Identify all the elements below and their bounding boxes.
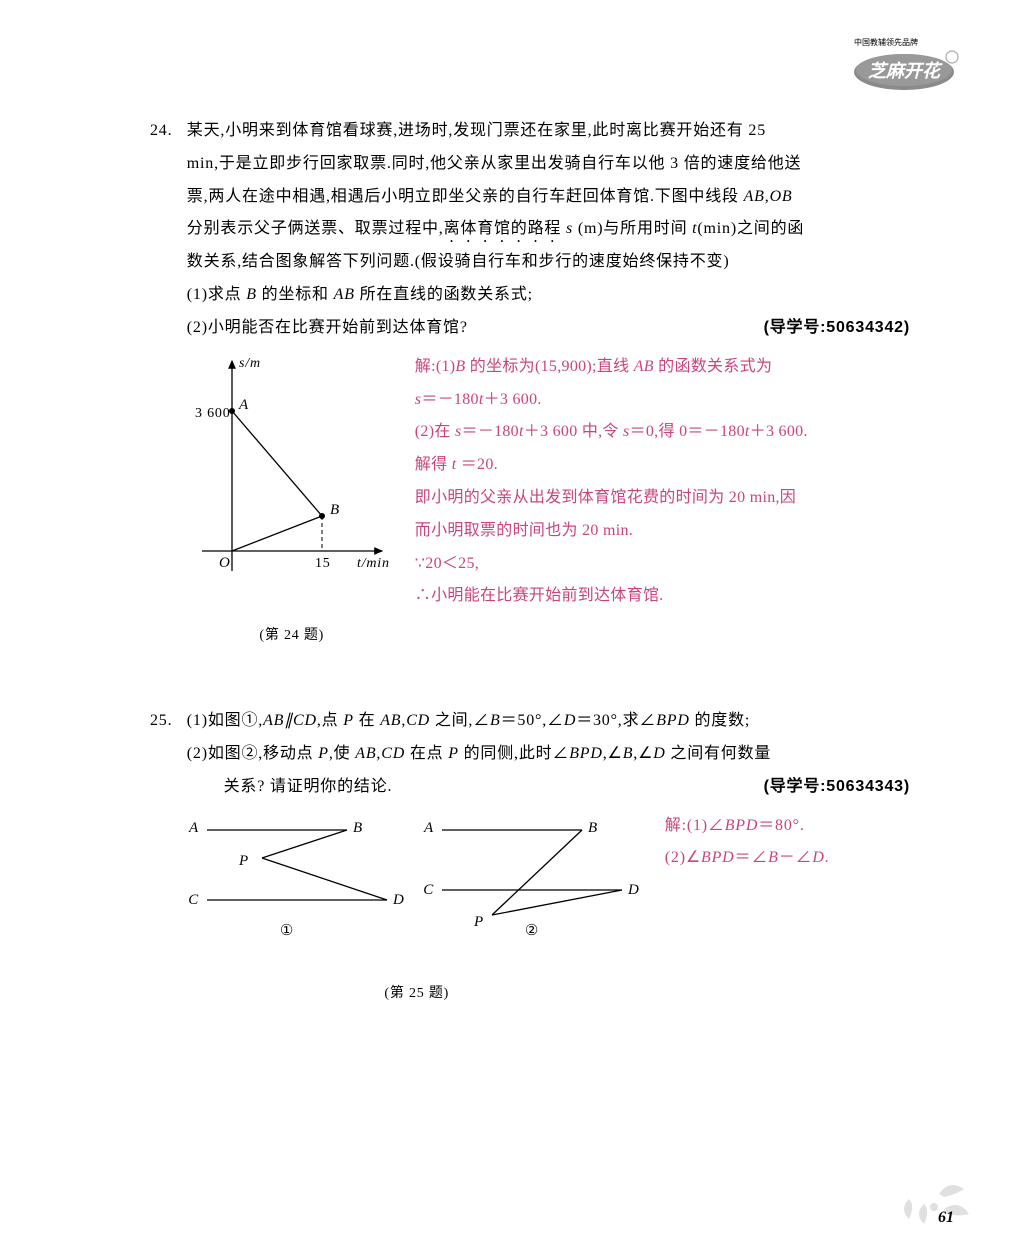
svg-text:t/min: t/min <box>357 556 390 571</box>
answer-25: 解:(1)∠BPD＝80°. (2)∠BPD＝∠B－∠D. <box>647 810 910 1009</box>
svg-text:s/m: s/m <box>239 356 261 371</box>
svg-text:D: D <box>392 892 405 908</box>
chart-24: 3 600 A B 15 O s/m <box>187 351 397 650</box>
problem-24: 24.某天,小明来到体育馆看球赛,进场时,发现门票还在家里,此时离比赛开始还有 … <box>150 115 910 650</box>
guide-ref-25: (导学号:50634343) <box>764 771 910 804</box>
brand-logo-top: 中国教辅领先品牌 芝麻开花 <box>844 35 964 95</box>
svg-text:②: ② <box>525 923 539 939</box>
svg-text:A: A <box>238 397 249 413</box>
svg-text:D: D <box>627 882 640 898</box>
page-content: 24.某天,小明来到体育馆看球赛,进场时,发现门票还在家里,此时离比赛开始还有 … <box>150 115 910 1064</box>
problem-number: 24. <box>150 115 187 148</box>
svg-text:15: 15 <box>315 556 331 571</box>
answer-24: 解:(1)B 的坐标为(15,900);直线 AB 的函数关系式为 s＝－180… <box>397 351 910 650</box>
guide-ref-24: (导学号:50634342) <box>764 312 910 345</box>
watermark-logo-bottom <box>889 1169 974 1239</box>
problem-number: 25. <box>150 705 187 738</box>
svg-text:O: O <box>219 555 231 571</box>
svg-text:3 600: 3 600 <box>195 406 231 421</box>
problem-25: 25.(1)如图①,AB∥CD,点 P 在 AB,CD 之间,∠B＝50°,∠D… <box>150 705 910 1009</box>
svg-text:芝麻开花: 芝麻开花 <box>868 61 943 81</box>
svg-text:B: B <box>353 820 363 836</box>
chart-24-caption: (第 24 题) <box>187 622 397 651</box>
svg-text:B: B <box>588 820 598 836</box>
svg-text:P: P <box>473 914 484 930</box>
diagram-25: A B C D P ① A B C <box>187 810 647 1009</box>
diagram-25-caption: (第 25 题) <box>187 980 647 1009</box>
svg-text:B: B <box>330 502 340 518</box>
svg-text:中国教辅领先品牌: 中国教辅领先品牌 <box>854 37 918 47</box>
svg-text:P: P <box>238 853 249 869</box>
page-number: 61 <box>938 1209 954 1227</box>
svg-text:C: C <box>423 882 434 898</box>
svg-text:A: A <box>188 820 199 836</box>
svg-text:①: ① <box>280 923 294 939</box>
svg-text:A: A <box>423 820 434 836</box>
svg-text:C: C <box>188 892 199 908</box>
